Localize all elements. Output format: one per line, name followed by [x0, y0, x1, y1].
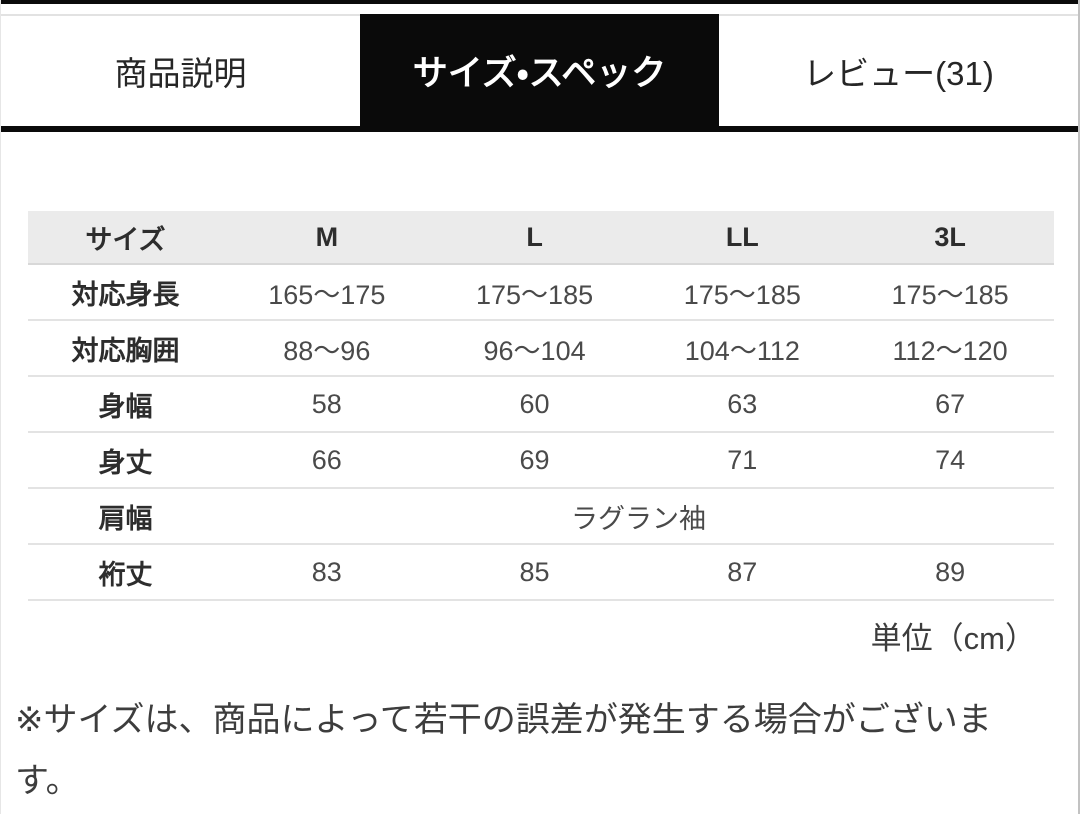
row-label: 対応身長 [28, 264, 223, 321]
tab-bar: 商品説明 サイズ・スペック レビュー(31) [1, 14, 1078, 126]
table-row-sleeve-length: 裄丈 83 85 87 89 [28, 544, 1054, 601]
spec-value: 96〜104 [430, 320, 639, 377]
table-row-body-width: 身幅 58 60 63 67 [28, 376, 1054, 433]
spec-value: 71 [638, 432, 847, 489]
tab-label: サイズ・スペック [412, 53, 667, 93]
spec-value: 67 [846, 376, 1054, 433]
tab-size-spec[interactable]: サイズ・スペック [360, 14, 719, 126]
size-spec-table: サイズ M L LL 3L 対応身長 165〜175 175〜185 175〜1… [28, 211, 1054, 601]
spec-value: 83 [222, 544, 431, 601]
spec-value: 88〜96 [222, 320, 431, 377]
tab-label: 商品説明 [114, 55, 247, 92]
spec-value: 58 [222, 376, 431, 433]
spec-value: 85 [430, 544, 639, 601]
table-header-row: サイズ M L LL 3L [28, 211, 1054, 265]
unit-note: 単位（cm） [870, 621, 1036, 656]
table-row-chest: 対応胸囲 88〜96 96〜104 104〜112 112〜120 [28, 320, 1054, 377]
spec-value: 69 [430, 432, 639, 489]
spec-value: 74 [846, 432, 1054, 489]
column-header-l: L [430, 211, 639, 265]
table-row-body-length: 身丈 66 69 71 74 [28, 432, 1054, 489]
tab-product-description[interactable]: 商品説明 [1, 16, 360, 126]
spec-value: 112〜120 [846, 320, 1054, 377]
spec-value: 104〜112 [638, 320, 847, 377]
spec-value: 175〜185 [430, 264, 639, 321]
column-header-size: サイズ [28, 211, 223, 265]
spec-value: 66 [222, 432, 431, 489]
spec-value: 175〜185 [638, 264, 847, 321]
column-header-ll: LL [638, 211, 847, 265]
tab-bottom-black-divider [1, 126, 1078, 132]
row-label: 裄丈 [28, 544, 223, 601]
table-row-height: 対応身長 165〜175 175〜185 175〜185 175〜185 [28, 264, 1054, 321]
tab-reviews[interactable]: レビュー(31) [719, 16, 1078, 126]
spec-value-spanning: ラグラン袖 [222, 488, 1054, 545]
size-disclaimer-footnote: ※サイズは、商品によって若干の誤差が発生する場合がございます。 [15, 701, 992, 800]
spec-value: 89 [846, 544, 1054, 601]
row-label: 対応胸囲 [28, 320, 223, 377]
column-header-m: M [222, 211, 431, 265]
spec-value: 63 [638, 376, 847, 433]
tab-label: レビュー(31) [803, 55, 994, 92]
row-label: 身丈 [28, 432, 223, 489]
spec-value: 165〜175 [222, 264, 431, 321]
spec-value: 87 [638, 544, 847, 601]
row-label: 肩幅 [28, 488, 223, 545]
spec-value: 175〜185 [846, 264, 1054, 321]
table-row-shoulder-width: 肩幅 ラグラン袖 [28, 488, 1054, 545]
spec-value: 60 [430, 376, 639, 433]
top-black-divider [1, 0, 1078, 4]
column-header-3l: 3L [846, 211, 1054, 265]
row-label: 身幅 [28, 376, 223, 433]
